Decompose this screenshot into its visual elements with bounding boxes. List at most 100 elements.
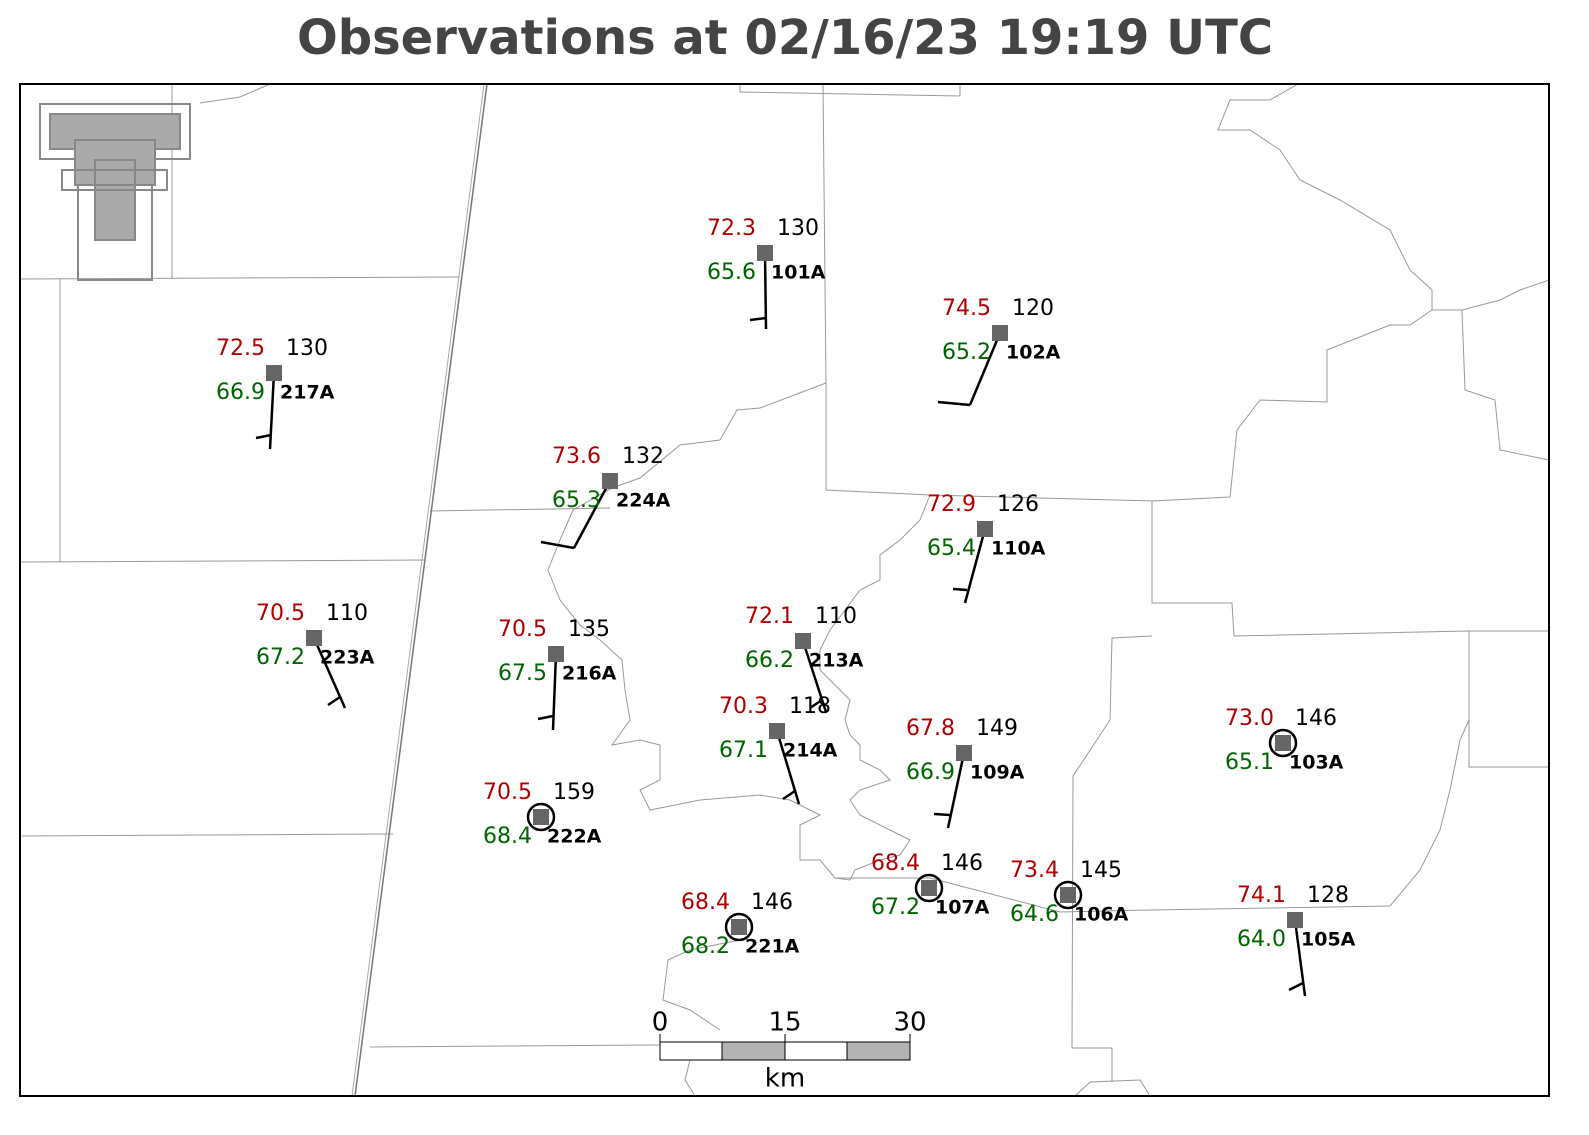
scale-label: 0: [652, 1008, 669, 1038]
dewpoint: 68.2: [681, 934, 730, 959]
map-title: Observations at 02/16/23 19:19 UTC: [297, 10, 1273, 66]
scale-bar: [659, 1034, 911, 1061]
temperature: 70.5: [498, 617, 547, 642]
calm-circle: [526, 802, 556, 832]
station-value: 145: [1080, 858, 1122, 883]
station-id: 222A: [547, 826, 602, 848]
station-value: 110: [326, 601, 368, 626]
wind-barb-tick: [809, 698, 823, 710]
station-marker: [306, 630, 322, 646]
station-id: 101A: [771, 262, 826, 284]
temperature: 73.0: [1225, 706, 1274, 731]
temperature: 70.5: [483, 780, 532, 805]
wind-barb: [572, 480, 612, 549]
dewpoint: 66.9: [906, 760, 955, 785]
station-value: 135: [568, 617, 610, 642]
temperature: 72.5: [216, 336, 265, 361]
boundaries: [19, 83, 1550, 1097]
dewpoint: 65.3: [552, 488, 601, 513]
calm-circle: [724, 912, 754, 942]
wind-barb-tick: [255, 433, 272, 440]
dewpoint: 65.6: [707, 260, 756, 285]
stations: 72.3 130 65.6 101A 74.5 120 65.2 102A 72.5 130 66.…: [216, 216, 1356, 997]
station-id: 214A: [783, 740, 838, 762]
station-marker: [1060, 887, 1076, 903]
station-id: 224A: [616, 490, 671, 512]
station-id: 216A: [562, 663, 617, 685]
station-value: 146: [751, 890, 793, 915]
station-id: 102A: [1006, 342, 1061, 364]
temperature: 68.4: [871, 851, 920, 876]
station-value: 149: [976, 716, 1018, 741]
station-value: 120: [1012, 296, 1054, 321]
station-id: 223A: [320, 647, 375, 669]
station-marker: [977, 521, 993, 537]
dewpoint: 65.1: [1225, 750, 1274, 775]
station-marker: [795, 633, 811, 649]
dewpoint: 67.5: [498, 661, 547, 686]
station-id: 107A: [935, 897, 990, 919]
station-value: 132: [622, 444, 664, 469]
scale-unit: km: [765, 1064, 805, 1094]
dewpoint: 67.1: [719, 738, 768, 763]
station-value: 130: [286, 336, 328, 361]
dewpoint: 67.2: [871, 895, 920, 920]
dewpoint: 64.0: [1237, 927, 1286, 952]
temperature: 70.3: [719, 694, 768, 719]
wind-barb-tick: [540, 540, 575, 550]
station-marker: [757, 245, 773, 261]
station-value: 128: [1307, 883, 1349, 908]
station-value: 146: [941, 851, 983, 876]
dewpoint: 65.2: [942, 340, 991, 365]
logo: [39, 103, 191, 281]
temperature: 68.4: [681, 890, 730, 915]
wind-barb: [946, 752, 966, 829]
calm-circle: [914, 873, 944, 903]
wind-barb: [312, 637, 347, 709]
station-marker: [533, 809, 549, 825]
station-marker: [992, 325, 1008, 341]
wind-barb: [801, 640, 828, 713]
station-id: 221A: [745, 936, 800, 958]
calm-circle: [1053, 880, 1083, 910]
temperature: 73.4: [1010, 858, 1059, 883]
station-value: 126: [997, 492, 1039, 517]
scale-label: 15: [768, 1008, 801, 1038]
temperature: 74.1: [1237, 883, 1286, 908]
temperature: 72.3: [707, 216, 756, 241]
station-marker: [266, 365, 282, 381]
dewpoint: 66.2: [745, 648, 794, 673]
station-id: 106A: [1074, 904, 1129, 926]
dewpoint: 65.4: [927, 536, 976, 561]
wind-barb-tick: [933, 812, 951, 817]
station-marker: [1275, 735, 1291, 751]
station-id: 105A: [1301, 929, 1356, 951]
wind-barb: [763, 252, 768, 330]
wind-barb-tick: [749, 316, 767, 322]
temperature: 72.1: [745, 604, 794, 629]
temperature: 74.5: [942, 296, 991, 321]
temperature: 72.9: [927, 492, 976, 517]
wind-barb: [268, 372, 276, 450]
map-frame: [19, 83, 1550, 1097]
station-value: 130: [777, 216, 819, 241]
wind-barb-tick: [537, 714, 554, 721]
wind-barb: [1293, 919, 1307, 997]
station-marker: [956, 745, 972, 761]
station-marker: [921, 880, 937, 896]
station-marker: [1287, 912, 1303, 928]
station-value: 146: [1295, 706, 1337, 731]
station-id: 109A: [970, 762, 1025, 784]
dewpoint: 64.6: [1010, 902, 1059, 927]
temperature: 70.5: [256, 601, 305, 626]
station-marker: [548, 646, 564, 662]
wind-barb-tick: [952, 587, 968, 592]
calm-circle: [1268, 728, 1298, 758]
dewpoint: 66.9: [216, 380, 265, 405]
station-marker: [602, 473, 618, 489]
station-id: 217A: [280, 382, 335, 404]
temperature: 67.8: [906, 716, 955, 741]
wind-barb: [551, 653, 558, 731]
wind-barb-tick: [782, 789, 796, 801]
